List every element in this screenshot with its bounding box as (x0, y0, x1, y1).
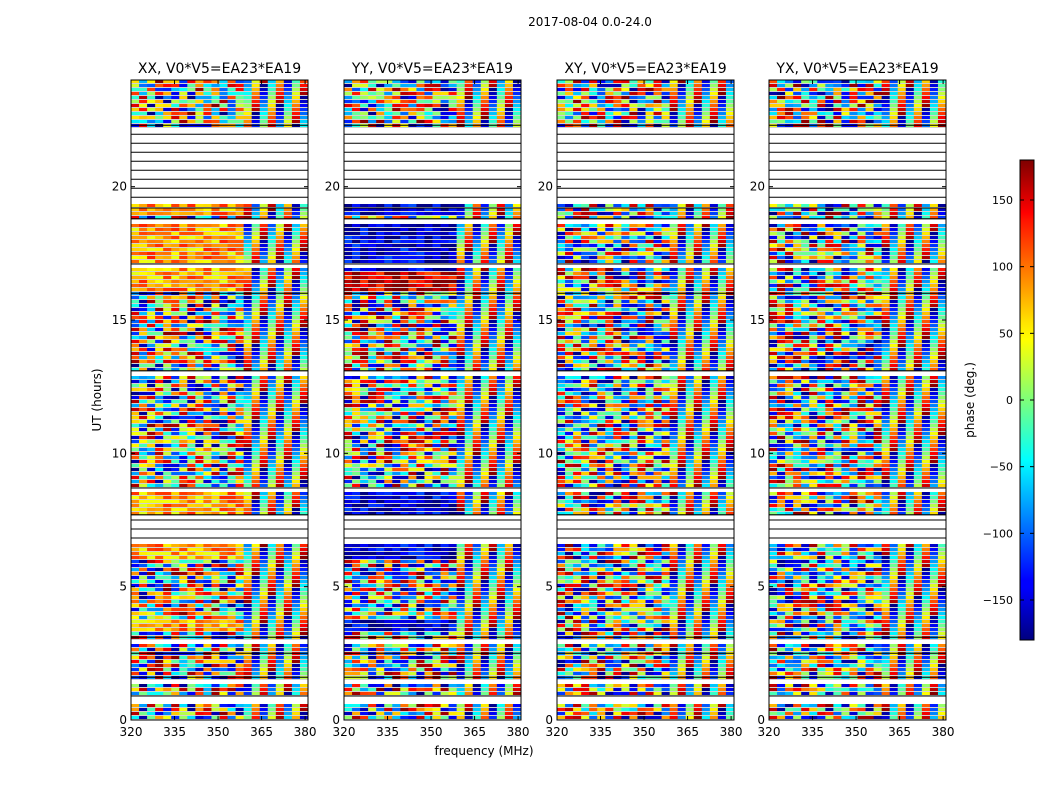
panel-title-4: YX, V0*V5=EA23*EA19 (775, 61, 938, 77)
y-tick-label: 0 (545, 713, 553, 727)
colorbar-tick-label: 0 (1006, 394, 1013, 407)
x-tick-label: 320 (333, 725, 356, 739)
y-tick-label: 15 (112, 313, 127, 327)
panel-title-2: YY, V0*V5=EA23*EA19 (351, 61, 513, 77)
y-tick-label: 5 (332, 580, 340, 594)
y-tick-label: 5 (545, 580, 553, 594)
colorbar-tick-label: 50 (999, 327, 1013, 340)
x-axis-label: frequency (MHz) (434, 744, 533, 758)
panel-frame-3 (556, 79, 735, 721)
panel-frame-1 (130, 79, 309, 721)
panel-4: YX, V0*V5=EA23*EA19 320 335 350 365 380 0 5 10 15… (750, 61, 955, 739)
colorbar-tick-label: −50 (990, 461, 1013, 474)
y-tick-label: 15 (750, 313, 765, 327)
y-tick-label: 15 (538, 313, 553, 327)
panels-group: XX, V0*V5=EA23*EA19 320 335 350 365 380 0 5 10 15… (112, 61, 955, 739)
y-tick-label: 10 (112, 446, 127, 460)
x-tick-label: 365 (888, 725, 911, 739)
colorbar-ticks: −150 −100 −50 0 50 100 150 (983, 194, 1034, 607)
y-tick-label: 0 (332, 713, 340, 727)
panel-frame-2 (343, 79, 522, 721)
x-tick-label: 350 (207, 725, 230, 739)
x-tick-label: 365 (250, 725, 273, 739)
y-tick-label: 10 (325, 446, 340, 460)
panel-2: YY, V0*V5=EA23*EA19 320 335 350 365 380 0 5 10 15… (325, 61, 530, 739)
panel-frame-4 (768, 79, 947, 721)
x-tick-label: 365 (463, 725, 486, 739)
y-tick-label: 20 (538, 180, 553, 194)
x-tick-label: 320 (120, 725, 143, 739)
y-tick-label: 10 (750, 446, 765, 460)
y-tick-label: 0 (757, 713, 765, 727)
phase-image-4 (769, 80, 946, 720)
x-tick-label: 335 (376, 725, 399, 739)
colorbar: −150 −100 −50 0 50 100 150 phase (deg.) (963, 159, 1035, 641)
y-tick-label: 15 (325, 313, 340, 327)
phase-image-2 (344, 80, 521, 720)
y-tick-label: 10 (538, 446, 553, 460)
x-tick-label: 380 (720, 725, 743, 739)
colorbar-tick-label: 100 (992, 261, 1013, 274)
phase-image-3 (557, 80, 734, 720)
figure-title: 2017-08-04 0.0-24.0 (528, 15, 652, 29)
phase-image-1 (131, 80, 308, 720)
y-tick-label: 0 (119, 713, 127, 727)
x-tick-label: 320 (546, 725, 569, 739)
x-tick-label: 350 (633, 725, 656, 739)
x-tick-label: 320 (758, 725, 781, 739)
x-tick-label: 335 (163, 725, 186, 739)
panel-3: XY, V0*V5=EA23*EA19 320 335 350 365 380 0 5 10 15… (538, 61, 743, 739)
panel-title-3: XY, V0*V5=EA23*EA19 (564, 61, 726, 77)
x-tick-label: 350 (845, 725, 868, 739)
x-tick-label: 380 (294, 725, 317, 739)
colorbar-tick-label: −100 (983, 527, 1013, 540)
x-tick-label: 335 (801, 725, 824, 739)
y-tick-label: 20 (325, 180, 340, 194)
x-tick-label: 380 (932, 725, 955, 739)
colorbar-tick-label: 150 (992, 194, 1013, 207)
y-tick-label: 20 (112, 180, 127, 194)
x-tick-label: 380 (507, 725, 530, 739)
colorbar-tick-label: −150 (983, 594, 1013, 607)
panel-1: XX, V0*V5=EA23*EA19 320 335 350 365 380 0 5 10 15… (112, 61, 317, 739)
y-tick-label: 5 (757, 580, 765, 594)
x-tick-label: 365 (676, 725, 699, 739)
y-axis-label: UT (hours) (90, 368, 104, 431)
colorbar-label: phase (deg.) (963, 362, 977, 438)
x-tick-label: 335 (589, 725, 612, 739)
x-tick-label: 350 (420, 725, 443, 739)
y-tick-label: 5 (119, 580, 127, 594)
panel-title-1: XX, V0*V5=EA23*EA19 (138, 61, 301, 77)
y-tick-label: 20 (750, 180, 765, 194)
